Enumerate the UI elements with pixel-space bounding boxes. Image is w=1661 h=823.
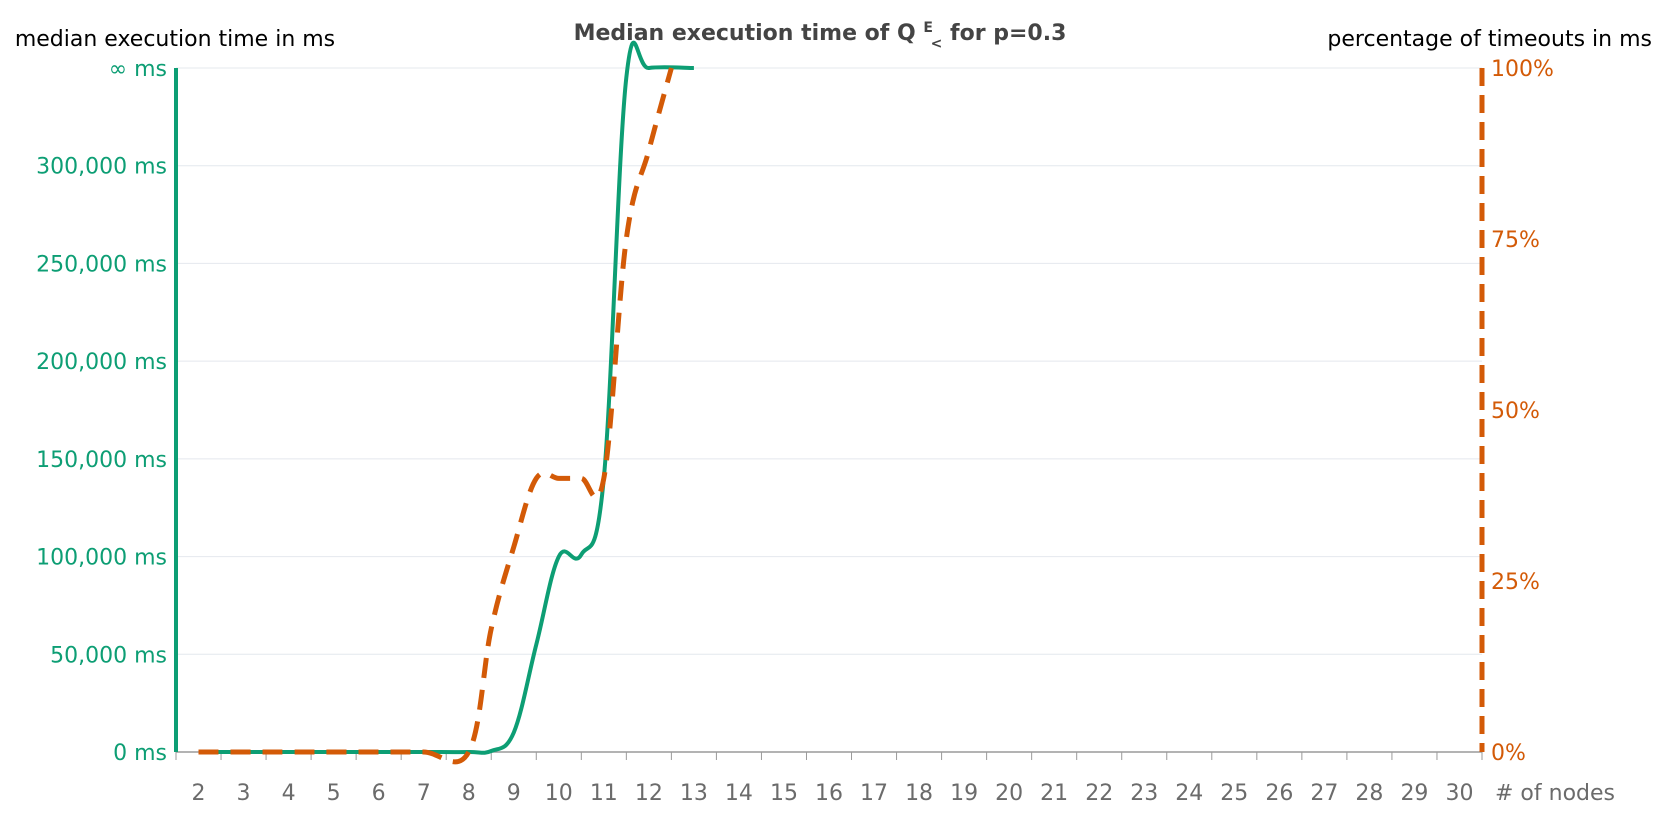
x-tick-label: 8 [462, 781, 476, 806]
y-left-tick-label: 150,000 ms [36, 448, 167, 473]
x-tick-label: 2 [192, 781, 206, 806]
x-axis-label: # of nodes [1495, 781, 1615, 806]
chart-title-suffix: for p=0.3 [950, 21, 1066, 46]
x-tick-label: 20 [995, 781, 1023, 806]
x-tick-label: 24 [1175, 781, 1203, 806]
x-tick-label: 9 [507, 781, 521, 806]
chart-title-superscript: E [923, 20, 933, 36]
y-left-tick-label: 300,000 ms [36, 155, 167, 180]
x-tick-label: 30 [1445, 781, 1473, 806]
y-left-tick-label: ∞ ms [109, 57, 167, 82]
series-group [198, 40, 694, 765]
y-right-tick-label: 50% [1491, 399, 1540, 424]
y-right-tick-label: 100% [1491, 57, 1554, 82]
x-tick-label: 17 [860, 781, 888, 806]
y-right-tick-label: 25% [1491, 570, 1540, 595]
x-tick-label: 10 [545, 781, 573, 806]
x-tick-label: 25 [1220, 781, 1248, 806]
y-left-tick-label: 50,000 ms [50, 643, 167, 668]
x-tick-label: 5 [327, 781, 341, 806]
x-tick-label: 22 [1085, 781, 1113, 806]
x-tick-label: 19 [950, 781, 978, 806]
x-tick-label: 7 [417, 781, 431, 806]
y-left-ticks: 0 ms 50,000 ms 100,000 ms 150,000 ms 200,000… [36, 57, 167, 766]
x-tick-label: 27 [1310, 781, 1338, 806]
y-right-tick-label: 75% [1491, 228, 1540, 253]
x-tick-label: 11 [590, 781, 618, 806]
chart-title-subscript: < [931, 36, 943, 52]
y-left-tick-label: 200,000 ms [36, 350, 167, 375]
grid-lines [176, 67, 1482, 655]
y-right-axis-label: percentage of timeouts in ms [1327, 27, 1652, 52]
x-tick-label: 29 [1400, 781, 1428, 806]
x-tick-label: 23 [1130, 781, 1158, 806]
y-left-axis-label: median execution time in ms [15, 27, 335, 52]
y-left-tick-label: 0 ms [113, 741, 167, 766]
timeouts-series-line [198, 67, 674, 765]
y-left-tick-label: 100,000 ms [36, 546, 167, 571]
x-tick-label: 15 [770, 781, 798, 806]
chart-title-main: Median execution time of Q [574, 21, 916, 46]
y-right-tick-label: 0% [1491, 741, 1526, 766]
y-left-tick-label: 250,000 ms [36, 252, 167, 277]
x-tick-label: 14 [725, 781, 753, 806]
median-time-series-line [198, 40, 694, 755]
x-tick-label: 18 [905, 781, 933, 806]
y-right-ticks: 0% 25% 50% 75% 100% [1491, 57, 1554, 766]
x-tick-label: 12 [635, 781, 663, 806]
x-tick-label: 21 [1040, 781, 1068, 806]
x-tick-label: 13 [680, 781, 708, 806]
x-tick-label: 3 [237, 781, 251, 806]
x-ticks: 2 3 4 5 6 7 8 9 10 11 12 13 14 15 16 17 18 19 20 21 22 23 24 25… [175, 752, 1483, 806]
x-tick-label: 28 [1355, 781, 1383, 806]
x-tick-label: 6 [372, 781, 386, 806]
x-tick-label: 26 [1265, 781, 1293, 806]
x-tick-label: 4 [282, 781, 296, 806]
chart-title: Median execution time of Q E < for p=0.3 [574, 13, 1067, 54]
x-tick-label: 16 [815, 781, 843, 806]
